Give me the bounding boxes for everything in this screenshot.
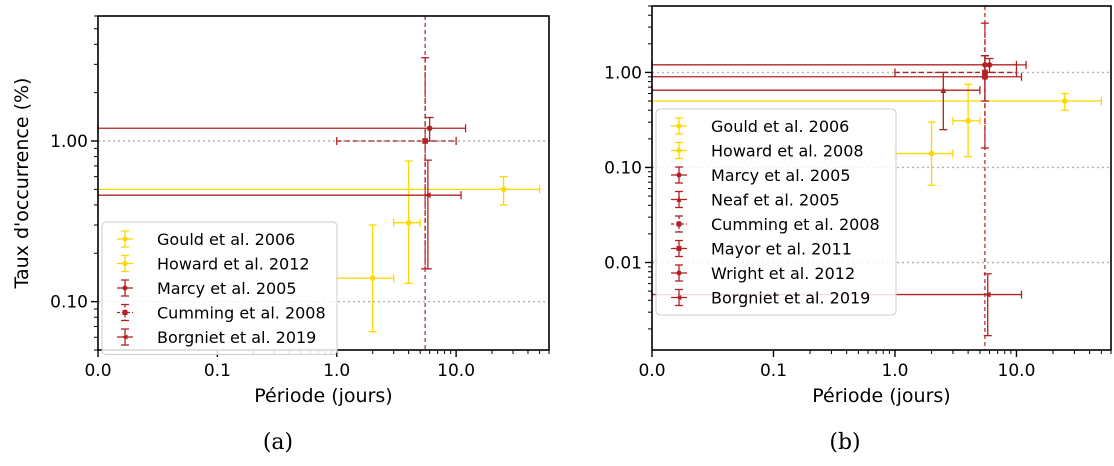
legend-entry: Gould et al. 2006 — [671, 117, 849, 136]
data-point — [336, 224, 395, 333]
x-tick-label: 1.0 — [323, 361, 350, 381]
legend-entry: Mayor et al. 2011 — [671, 240, 852, 259]
x-tick-label: 0.0 — [84, 361, 111, 381]
marker-dot — [676, 148, 682, 153]
data-point — [651, 92, 1103, 111]
data-point — [894, 22, 1018, 149]
data-point — [97, 116, 467, 142]
y-tick-label: 1.00 — [50, 132, 88, 152]
legend-label: Marcy et al. 2005 — [157, 279, 297, 298]
legend-label: Marcy et al. 2005 — [711, 166, 851, 185]
legend-box — [101, 221, 338, 355]
y-tick-label: 0.10 — [604, 158, 642, 178]
marker-triangle — [983, 291, 991, 298]
legend-label: Gould et al. 2006 — [157, 230, 295, 249]
data-point — [97, 159, 462, 270]
marker-dot — [122, 261, 128, 266]
legend-label: Gould et al. 2006 — [711, 117, 849, 136]
marker-square — [676, 221, 682, 227]
legend-label: Borgniet et al. 2019 — [711, 289, 870, 308]
legend-label: Cumming et al. 2008 — [711, 215, 880, 234]
x-tick-label: 0.0 — [638, 361, 665, 381]
legend-entry: Howard et al. 2008 — [671, 142, 864, 161]
legend-entry: Howard et al. 2012 — [117, 255, 310, 274]
legend-entry: Cumming et al. 2008 — [671, 215, 880, 234]
x-axis-label: Période (jours) — [254, 385, 392, 407]
marker-dot — [1062, 98, 1068, 104]
marker-triangle — [675, 295, 682, 300]
legend: Gould et al. 2006 Howard et al. 2008 Marcy… — [655, 108, 897, 316]
marker-dot — [676, 172, 682, 178]
data-point — [651, 71, 981, 131]
data-point — [651, 55, 1018, 78]
data-point — [894, 121, 954, 186]
marker-dot — [928, 150, 935, 157]
marker-square — [422, 138, 428, 144]
marker-triangle — [940, 86, 947, 94]
marker-dot — [122, 236, 128, 242]
legend-label: Howard et al. 2008 — [711, 142, 864, 161]
marker-dot — [369, 275, 376, 281]
panel-b-caption: (b) — [829, 430, 861, 455]
x-tick-label: 0.1 — [204, 361, 231, 381]
x-axis-label: Période (jours) — [812, 385, 950, 407]
legend: Gould et al. 2006 Howard et al. 2012 Marcy… — [101, 221, 338, 355]
legend-entry: Marcy et al. 2005 — [117, 279, 297, 298]
x-tick-label: 10.0 — [437, 361, 475, 381]
marker-dot — [982, 62, 988, 68]
chart-panel-a: 0.0 0.1 1.0 10.0 0.10 1.00 Période (jours) Taux… — [11, 15, 550, 407]
legend-label: Mayor et al. 2011 — [711, 240, 852, 259]
marker-dot — [965, 117, 971, 124]
marker-triangle — [676, 196, 682, 202]
y-axis-label: Taux d'occurrence (%) — [11, 78, 33, 290]
legend-box — [655, 108, 897, 316]
x-tick-label: 1.0 — [881, 361, 908, 381]
y-tick-label: 1.00 — [604, 63, 642, 83]
legend-label: Neaf et al. 2005 — [711, 191, 840, 210]
legend-label: Wright et al. 2012 — [711, 264, 855, 283]
data-point — [393, 160, 421, 284]
legend-label: Cumming et al. 2008 — [157, 304, 326, 323]
x-tick-label: 10.0 — [998, 361, 1036, 381]
legend-entry: Marcy et al. 2005 — [671, 166, 851, 185]
legend-entry: Gould et al. 2006 — [117, 230, 295, 249]
marker-dot — [500, 186, 507, 193]
data-point — [336, 57, 457, 270]
marker-dot — [676, 123, 682, 129]
data-point — [97, 175, 541, 206]
chart-panel-b: 0.0 0.1 1.0 10.0 0.01 0.10 1.00 Période (jours)… — [604, 5, 1112, 407]
x-tick-label: 0.1 — [760, 361, 787, 381]
legend-label: Borgniet et al. 2019 — [157, 328, 316, 347]
marker-triangle — [121, 334, 128, 340]
marker-dot — [426, 125, 433, 132]
legend-entry: Wright et al. 2012 — [671, 264, 855, 283]
y-tick-label: 0.01 — [604, 253, 642, 273]
marker-dot — [122, 285, 128, 291]
legend-entry: Borgniet et al. 2019 — [671, 289, 870, 308]
marker-triangle — [424, 192, 431, 198]
panel-a-caption: (a) — [262, 430, 294, 455]
marker-square — [122, 310, 128, 315]
data-point — [651, 55, 1023, 102]
axes-frame — [651, 5, 1112, 351]
data-point — [952, 83, 981, 158]
marker-dot — [405, 219, 412, 226]
marker-dot — [676, 270, 682, 276]
legend-entry: Neaf et al. 2005 — [671, 191, 840, 210]
legend-entry: Borgniet et al. 2019 — [117, 328, 316, 347]
y-tick-label: 0.10 — [50, 293, 88, 313]
legend-label: Howard et al. 2012 — [157, 255, 310, 274]
legend-entry: Cumming et al. 2008 — [117, 304, 326, 323]
marker-square — [676, 246, 682, 251]
